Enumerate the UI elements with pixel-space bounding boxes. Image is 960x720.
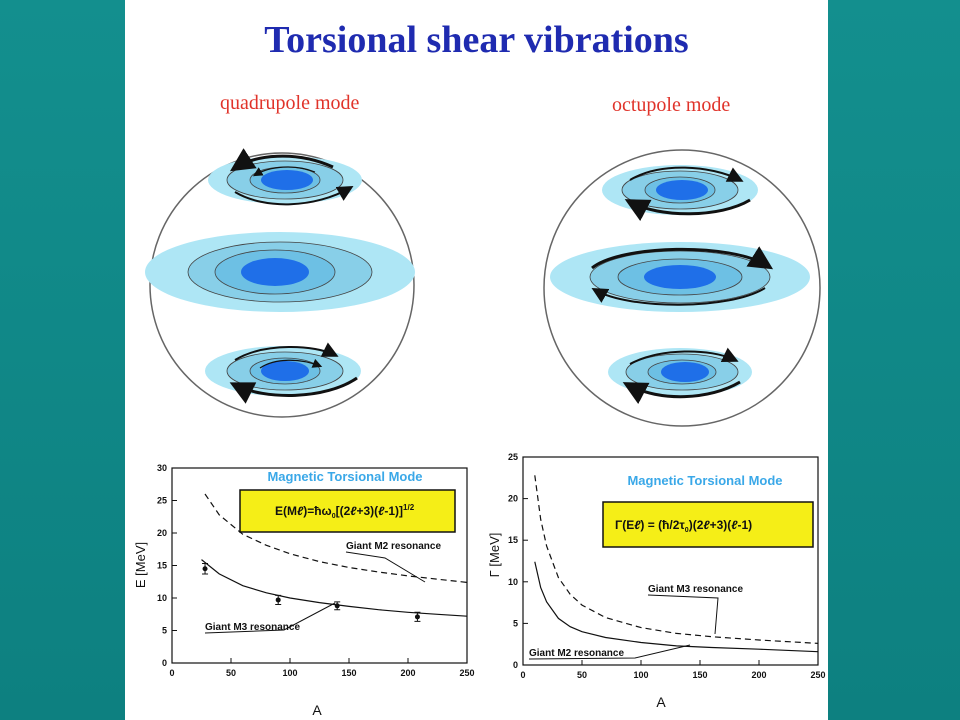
series-label: Giant M3 resonance — [648, 584, 743, 595]
slide: Torsional shear vibrations quadrupole mo… — [125, 0, 828, 720]
series-line — [534, 475, 819, 644]
background-left — [0, 0, 125, 720]
x-tick-label: 250 — [459, 668, 474, 678]
series-label-leader — [345, 551, 426, 583]
plot-frame — [522, 456, 819, 666]
y-tick-label: 30 — [157, 463, 167, 473]
background-right — [828, 0, 960, 720]
series-label-leader — [647, 594, 719, 635]
series-line — [534, 561, 819, 653]
y-tick-label: 20 — [157, 528, 167, 538]
y-axis-label: E [MeV] — [133, 542, 148, 588]
top-disk — [208, 148, 362, 206]
series-line — [204, 493, 468, 583]
x-tick-label: 150 — [341, 668, 356, 678]
y-tick-label: 20 — [508, 494, 518, 504]
series-line — [201, 559, 468, 617]
x-tick-label: 50 — [577, 670, 587, 680]
formula-box — [602, 501, 814, 548]
octupole-label: octupole mode — [612, 94, 731, 116]
series-label-leader — [204, 602, 336, 634]
formula: E(Mℓ)=ħω0[(2ℓ+3)(ℓ-1)]1/2 — [275, 503, 415, 520]
chart-banner: Magnetic Torsional Mode — [627, 473, 782, 488]
y-tick-label: 0 — [162, 658, 167, 668]
octupole-diagram — [543, 149, 821, 427]
y-tick-label: 25 — [508, 452, 518, 462]
energy-chart: Magnetic Torsional Mode E(Mℓ)=ħω0[(2ℓ+3)… — [133, 463, 475, 717]
x-tick-label: 100 — [633, 670, 648, 680]
top-disk — [602, 165, 758, 222]
x-tick-label: 150 — [692, 670, 707, 680]
series-label-leader — [528, 644, 691, 660]
data-point — [414, 614, 420, 620]
width-chart: Magnetic Torsional Mode Γ(Eℓ) = (ħ/2τ0)(… — [487, 452, 826, 710]
bottom-disk — [608, 347, 752, 405]
y-tick-label: 0 — [513, 660, 518, 670]
x-tick-label: 200 — [751, 670, 766, 680]
series-label: Giant M2 resonance — [529, 648, 624, 659]
y-tick-label: 15 — [157, 561, 167, 571]
y-tick-label: 15 — [508, 535, 518, 545]
data-point — [334, 603, 340, 609]
quadrupole-label: quadrupole mode — [220, 92, 360, 114]
x-tick-label: 0 — [520, 670, 525, 680]
data-point — [275, 597, 281, 603]
x-axis-label: A — [656, 694, 666, 710]
series-label: Giant M3 resonance — [205, 622, 300, 633]
formula: Γ(Eℓ) = (ħ/2τ0)(2ℓ+3)(ℓ-1) — [615, 518, 752, 534]
y-tick-label: 5 — [162, 626, 167, 636]
x-tick-label: 100 — [282, 668, 297, 678]
formula-box — [239, 489, 456, 533]
x-tick-label: 200 — [400, 668, 415, 678]
y-axis-label: Γ [MeV] — [487, 533, 502, 578]
y-tick-label: 10 — [508, 577, 518, 587]
x-axis-label: A — [312, 702, 322, 717]
y-tick-label: 25 — [157, 496, 167, 506]
x-tick-label: 250 — [810, 670, 825, 680]
data-point — [202, 566, 208, 572]
bottom-disk — [205, 342, 361, 404]
quadrupole-diagram — [145, 148, 415, 418]
x-tick-label: 0 — [169, 668, 174, 678]
y-tick-label: 10 — [157, 593, 167, 603]
y-tick-label: 5 — [513, 618, 518, 628]
x-tick-label: 50 — [226, 668, 236, 678]
middle-disk — [550, 242, 810, 312]
middle-disk — [145, 232, 415, 312]
slide-title: Torsional shear vibrations — [264, 19, 689, 61]
chart-banner: Magnetic Torsional Mode — [267, 469, 422, 484]
series-label: Giant M2 resonance — [346, 541, 441, 552]
